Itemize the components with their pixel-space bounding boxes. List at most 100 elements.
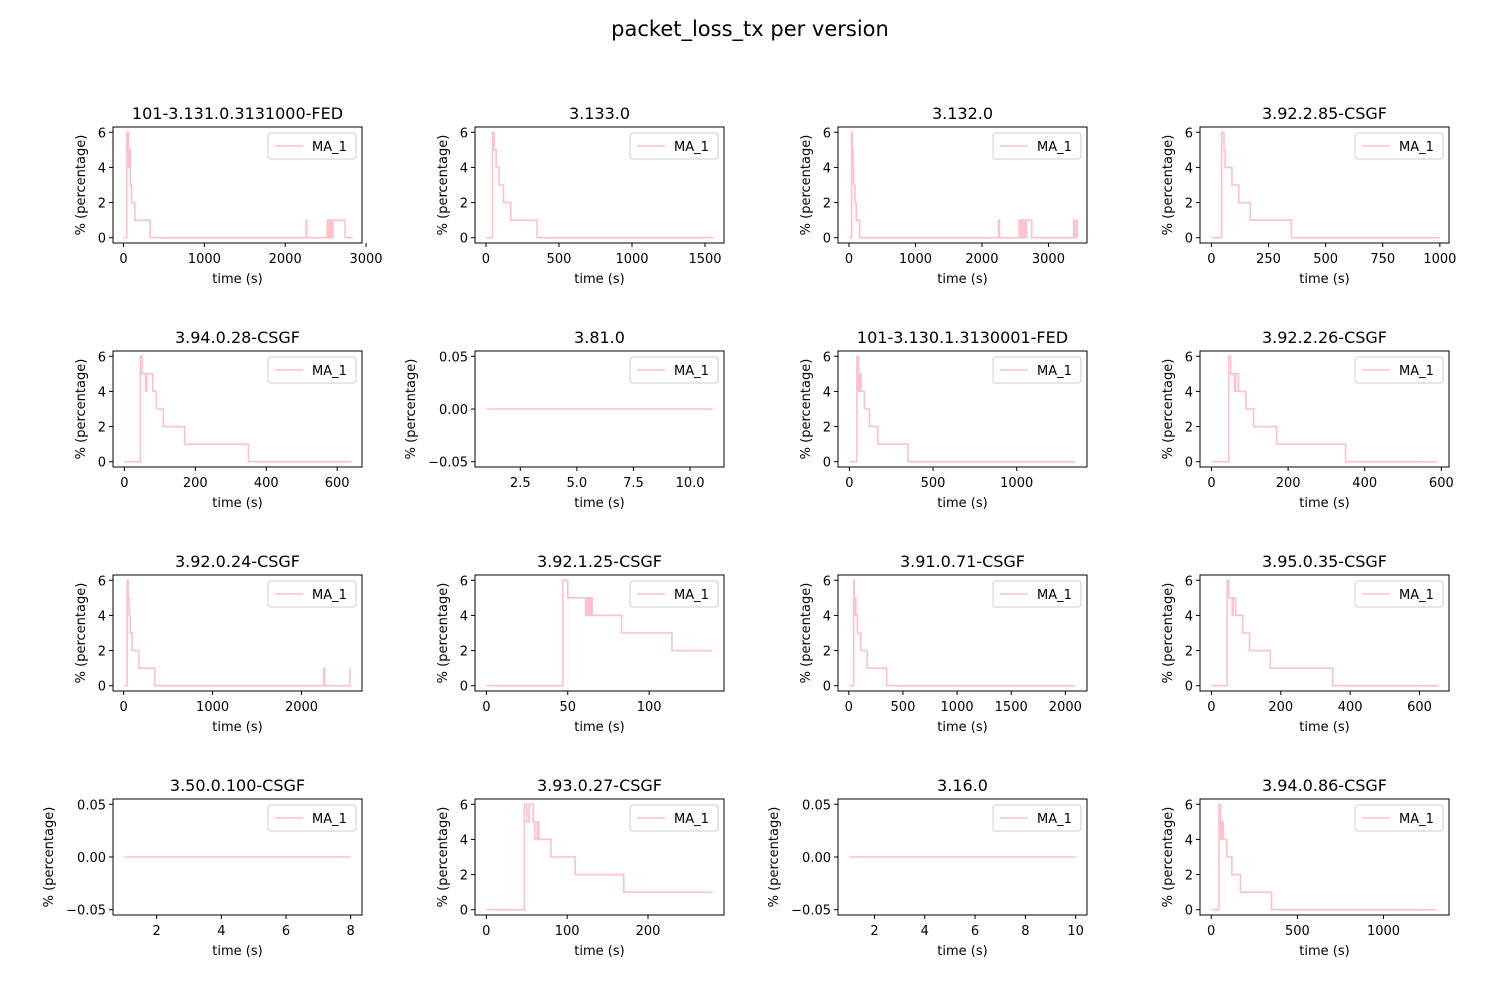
y-tick-label: 2 (98, 197, 106, 212)
y-tick-label: 6 (460, 126, 468, 141)
subplot-title: 3.94.0.28-CSGF (175, 328, 300, 347)
x-axis-label: time (s) (1299, 272, 1349, 287)
legend-box (992, 804, 1082, 832)
legend-entry: MA_1 (312, 588, 347, 603)
subplot-15: 2 4 6 8 10 −0.05 0.00 0.05 3.16.0 time (s) % (perc… (767, 776, 1088, 959)
x-tick-label: 500 (891, 700, 916, 715)
legend-box (992, 132, 1082, 160)
y-tick-label: 2 (460, 645, 468, 660)
axes-frame (837, 574, 1088, 692)
x-tick-label: 1000 (1000, 476, 1033, 491)
legend: MA_1 (1354, 580, 1444, 608)
y-tick-label: 4 (460, 833, 468, 848)
x-tick-label: 0 (845, 476, 853, 491)
y-tick-label: 4 (1185, 385, 1193, 400)
x-tick-label: 2000 (1049, 700, 1082, 715)
y-tick-label: 6 (1185, 350, 1193, 365)
y-tick-label: 6 (823, 126, 831, 141)
y-tick-label: 4 (1185, 833, 1193, 848)
y-tick-label: 6 (460, 798, 468, 813)
series-line-MA_1 (1211, 355, 1438, 463)
axes-frame (474, 798, 725, 916)
y-tick-label: 4 (823, 385, 831, 400)
x-tick-label: 6 (282, 924, 290, 939)
x-tick-label: 1500 (688, 252, 721, 267)
y-tick-label: 0.05 (439, 350, 468, 365)
subplot-4: 0 250 500 750 1000 0 2 4 6 3.92.2.85-CSGF time (s)… (1161, 104, 1456, 287)
legend: MA_1 (992, 356, 1082, 384)
axes-frame (474, 574, 725, 692)
subplot-13: 2 4 6 8 −0.05 0.00 0.05 3.50.0.100-CSGF time (s)… (42, 776, 363, 959)
series-line-MA_1 (849, 355, 1076, 463)
x-tick-label: 8 (347, 924, 355, 939)
x-tick-label: 200 (1268, 700, 1293, 715)
y-tick-label: 0.00 (439, 403, 468, 418)
legend: MA_1 (1354, 356, 1444, 384)
legend: MA_1 (267, 356, 357, 384)
y-tick-label: 2 (823, 197, 831, 212)
x-tick-label: 2 (153, 924, 161, 939)
x-tick-label: 1000 (615, 252, 648, 267)
x-tick-label: 2000 (285, 700, 318, 715)
x-tick-label: 1500 (995, 700, 1028, 715)
subplot-title: 3.92.2.85-CSGF (1262, 104, 1387, 123)
subplot-9: 0 1000 2000 0 2 4 6 3.92.0.24-CSGF time (s) % (pe… (74, 552, 363, 735)
x-tick-label: 500 (547, 252, 572, 267)
x-tick-label: 1000 (188, 252, 221, 267)
x-tick-label: 500 (921, 476, 946, 491)
y-tick-label: 0 (1185, 904, 1193, 919)
axes-frame (112, 350, 363, 468)
subplot-title: 3.132.0 (932, 104, 993, 123)
y-tick-label: 6 (1185, 126, 1193, 141)
subplot-title: 3.95.0.35-CSGF (1262, 552, 1387, 571)
x-axis-label: time (s) (574, 720, 624, 735)
legend: MA_1 (992, 580, 1082, 608)
axes-frame (1199, 574, 1450, 692)
y-tick-label: 6 (98, 126, 106, 141)
x-tick-label: 1000 (1423, 252, 1456, 267)
x-tick-label: 6 (971, 924, 979, 939)
x-tick-label: 3000 (349, 252, 382, 267)
subplot-7: 0 500 1000 0 2 4 6 101-3.130.1.3130001-FED time … (799, 328, 1088, 511)
legend-entry: MA_1 (1037, 588, 1072, 603)
axes-frame (112, 574, 363, 692)
y-axis-label: % (percentage) (1161, 583, 1176, 684)
y-tick-label: 2 (823, 421, 831, 436)
y-axis-label: % (percentage) (799, 359, 814, 460)
y-tick-label: 0 (98, 680, 106, 695)
x-tick-label: 0 (1207, 252, 1215, 267)
y-tick-label: 0 (460, 904, 468, 919)
series-line-MA_1 (486, 803, 713, 911)
x-tick-label: 1000 (1367, 924, 1400, 939)
series-line-MA_1 (848, 131, 1078, 239)
x-tick-label: 4 (921, 924, 929, 939)
y-tick-label: 0 (823, 232, 831, 247)
x-tick-label: 2.5 (510, 476, 531, 491)
x-tick-label: 10 (1067, 924, 1084, 939)
subplot-title: 3.93.0.27-CSGF (537, 776, 662, 795)
legend-box (992, 580, 1082, 608)
legend-entry: MA_1 (674, 140, 709, 155)
x-axis-label: time (s) (937, 720, 987, 735)
y-tick-label: 4 (1185, 161, 1193, 176)
axes-frame (474, 126, 725, 244)
series-line-MA_1 (1211, 579, 1439, 687)
legend: MA_1 (1354, 804, 1444, 832)
y-axis-label: % (percentage) (799, 583, 814, 684)
subplot-title: 3.133.0 (569, 104, 630, 123)
subplot-16: 0 500 1000 0 2 4 6 3.94.0.86-CSGF time (s) % (per… (1161, 776, 1450, 959)
y-tick-label: 2 (1185, 421, 1193, 436)
x-tick-label: 50 (559, 700, 576, 715)
y-tick-label: 2 (460, 869, 468, 884)
legend-box (629, 804, 719, 832)
y-tick-label: 4 (98, 161, 106, 176)
legend-entry: MA_1 (312, 364, 347, 379)
x-tick-label: 2000 (269, 252, 302, 267)
axes-frame (837, 126, 1088, 244)
legend-entry: MA_1 (1399, 364, 1434, 379)
x-tick-label: 0 (845, 252, 853, 267)
x-tick-label: 0 (482, 700, 490, 715)
y-axis-label: % (percentage) (1161, 807, 1176, 908)
legend: MA_1 (992, 132, 1082, 160)
